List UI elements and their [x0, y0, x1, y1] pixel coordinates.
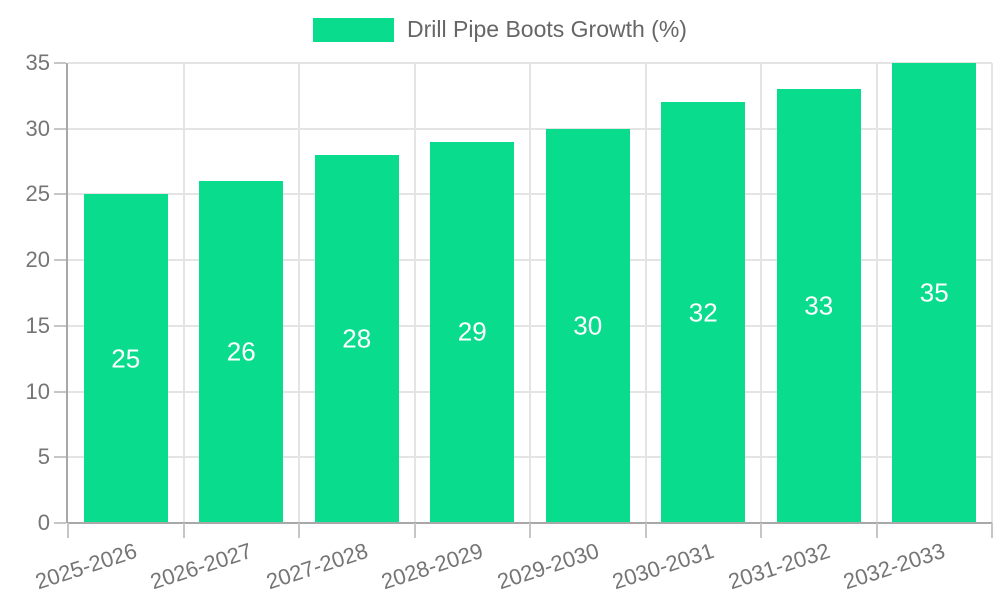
gridline-vertical: [875, 63, 878, 523]
x-tick-mark: [298, 523, 300, 538]
gridline-vertical: [644, 63, 647, 523]
legend-swatch: [313, 17, 395, 42]
y-tick-mark: [54, 456, 66, 459]
bar-value-label: 26: [226, 336, 256, 367]
y-tick-label: 35: [25, 50, 50, 75]
y-tick-label: 10: [25, 378, 50, 404]
x-tick-mark: [644, 523, 647, 538]
y-tick-label: 15: [25, 312, 50, 338]
bar[interactable]: [314, 155, 399, 522]
x-tick-mark: [67, 523, 69, 538]
y-tick-mark: [54, 259, 66, 262]
x-tick-label: 2028-2029: [378, 538, 486, 595]
bar-value-label: 25: [111, 343, 141, 374]
x-tick-label: 2027-2028: [262, 538, 371, 595]
bar[interactable]: [83, 194, 168, 522]
bar-value-label: 32: [688, 297, 718, 328]
y-axis-line: [66, 63, 68, 523]
y-tick-label: 20: [25, 247, 50, 273]
bar[interactable]: [892, 63, 977, 522]
y-tick-mark: [54, 324, 66, 327]
bar-value-label: 30: [573, 310, 603, 341]
bar[interactable]: [545, 128, 630, 522]
y-tick-label: 0: [37, 510, 50, 535]
x-tick-mark: [182, 523, 185, 538]
x-tick-mark: [529, 523, 531, 538]
gridline-vertical: [991, 63, 993, 523]
bar-value-label: 29: [457, 316, 487, 347]
bar[interactable]: [199, 181, 284, 522]
y-tick-label: 30: [25, 115, 50, 141]
plot-area: 25 26 28 29 30 32 33 35: [68, 62, 993, 523]
gridline-vertical: [182, 63, 185, 523]
legend-label: Drill Pipe Boots Growth (%): [407, 16, 687, 42]
x-tick-mark: [991, 523, 993, 538]
gridline-vertical: [298, 63, 300, 523]
x-tick-mark: [413, 523, 416, 538]
bar-value-label: 28: [342, 323, 372, 354]
bar[interactable]: [661, 102, 746, 522]
x-tick-label: 2031-2032: [724, 538, 833, 595]
x-tick-mark: [760, 523, 762, 538]
bar-value-label: 35: [919, 277, 949, 308]
x-tick-label: 2026-2027: [147, 538, 255, 595]
x-tick-label: 2032-2033: [840, 538, 948, 595]
chart-legend-item[interactable]: Drill Pipe Boots Growth (%): [0, 16, 1000, 43]
y-tick-label: 25: [25, 181, 50, 207]
x-tick-mark: [875, 523, 878, 538]
y-tick-mark: [54, 390, 66, 393]
bar-value-label: 33: [804, 290, 834, 321]
gridline-vertical: [760, 63, 762, 523]
y-tick-mark: [54, 193, 66, 196]
y-tick-mark: [54, 127, 66, 130]
gridline-vertical: [529, 63, 531, 523]
x-tick-label: 2025-2026: [31, 538, 140, 595]
gridline-vertical: [413, 63, 416, 523]
x-tick-label: 2030-2031: [609, 538, 717, 595]
y-tick-mark: [54, 62, 66, 64]
y-tick-label: 5: [37, 444, 50, 470]
bar[interactable]: [776, 89, 861, 522]
y-tick-mark: [54, 522, 66, 524]
bar[interactable]: [430, 141, 515, 522]
x-tick-label: 2029-2030: [493, 538, 602, 595]
